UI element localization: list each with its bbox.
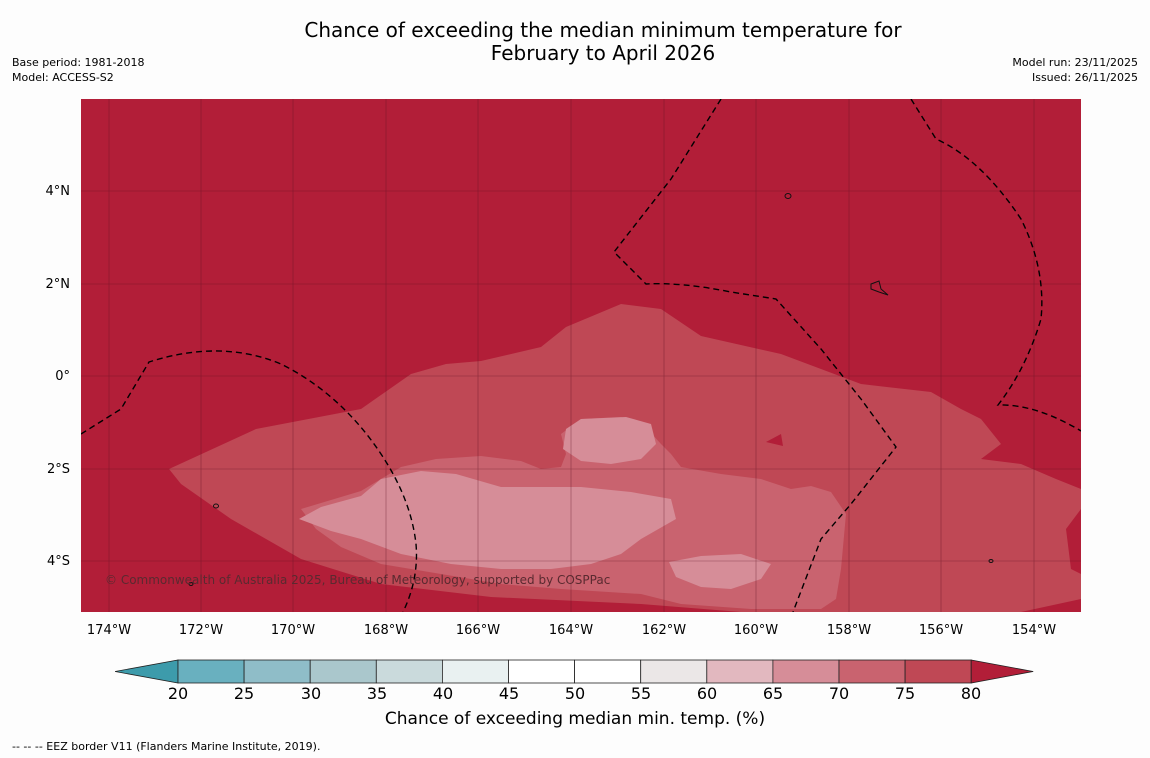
colorbar-tick-45: 45 [498,684,520,703]
colorbar-segment [375,659,443,684]
colorbar-tick-55: 55 [630,684,652,703]
lon-label-166w: 166°W [455,623,501,638]
colorbar-extend-low [114,659,179,684]
meta-right: Model run: 23/11/2025 Issued: 26/11/2025 [1012,55,1138,85]
islands [188,193,994,586]
colorbar-tick-75: 75 [894,684,916,703]
map-svg [81,99,1081,612]
colorbar-segment [904,659,972,684]
region-60b [563,417,656,464]
colorbar-tick-60: 60 [696,684,718,703]
eez-footnote: -- -- -- EEZ border V11 (Flanders Marine… [12,740,321,753]
colorbar-segment [772,659,840,684]
gridlines [81,99,1081,612]
colorbar-tick-25: 25 [233,684,255,703]
lat-label-4n: 4°N [45,184,71,199]
eez-borders [81,99,1081,612]
lon-label-156w: 156°W [918,623,964,638]
colorbar-segment [640,659,708,684]
colorbar-label: Chance of exceeding median min. temp. (%… [384,709,766,729]
colorbar-tick-65: 65 [762,684,784,703]
colorbar [114,659,1037,684]
copyright-note: © Commonwealth of Australia 2025, Bureau… [105,573,611,587]
region-60c [669,554,771,589]
chart-title: Chance of exceeding the median minimum t… [0,19,1150,65]
lat-label-0: 0° [55,369,70,384]
lon-label-174w: 174°W [86,623,132,638]
map-area [81,99,1081,612]
colorbar-tick-30: 30 [300,684,322,703]
lon-label-172w: 172°W [178,623,224,638]
colorbar-segment [574,659,642,684]
meta-left: Base period: 1981-2018 Model: ACCESS-S2 [12,55,144,85]
colorbar-segment [508,659,575,684]
colorbar-tick-80: 80 [960,684,982,703]
title-line-2: February to April 2026 [490,41,716,65]
title-line-1: Chance of exceeding the median minimum t… [304,18,902,42]
colorbar-segment [177,659,245,684]
region-60 [299,471,676,569]
colorbar-segment [243,659,311,684]
base-period: Base period: 1981-2018 [12,56,145,69]
lon-label-154w: 154°W [1011,623,1057,638]
colorbar-segment [838,659,906,684]
lat-label-4s: 4°S [46,554,70,569]
colorbar-segment [706,659,774,684]
colorbar-tick-70: 70 [828,684,850,703]
model-name: Model: ACCESS-S2 [12,71,114,84]
colorbar-tick-35: 35 [366,684,388,703]
model-run: Model run: 23/11/2025 [1012,56,1138,69]
region-small-dark [766,434,783,446]
colorbar-tick-20: 20 [167,684,189,703]
colorbar-segment [309,659,377,684]
lon-label-158w: 158°W [826,623,872,638]
lon-label-168w: 168°W [363,623,409,638]
lon-label-160w: 160°W [733,623,779,638]
colorbar-segment [441,659,509,684]
lon-label-170w: 170°W [270,623,316,638]
lon-label-164w: 164°W [548,623,594,638]
issued-date: Issued: 26/11/2025 [1031,71,1138,84]
lat-label-2n: 2°N [45,277,71,292]
lat-label-2s: 2°S [46,462,70,477]
lon-label-162w: 162°W [641,623,687,638]
colorbar-svg [114,659,1034,684]
colorbar-tick-40: 40 [432,684,454,703]
colorbar-extend-high [970,659,1034,684]
colorbar-tick-50: 50 [564,684,586,703]
